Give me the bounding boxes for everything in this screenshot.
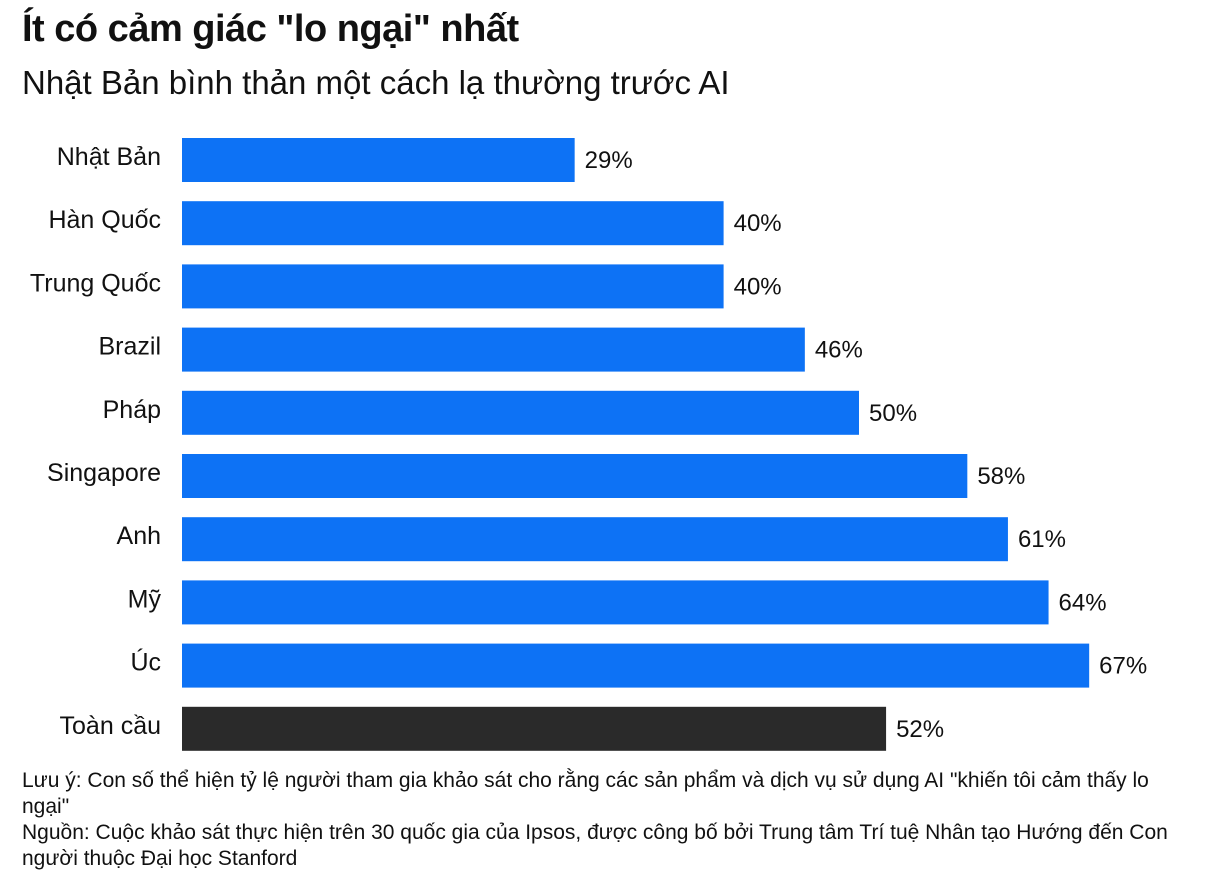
value-label: 52% (896, 716, 944, 743)
chart-note: Lưu ý: Con số thể hiện tỷ lệ người tham … (22, 769, 1149, 818)
value-label: 67% (1099, 653, 1147, 680)
category-label: Nhật Bản (57, 143, 161, 171)
category-label: Hàn Quốc (48, 206, 161, 234)
bar-1 (182, 201, 724, 246)
bar-5 (182, 454, 968, 498)
bar-7 (182, 580, 1049, 625)
bar-3 (182, 327, 805, 372)
category-label: Úc (130, 648, 161, 677)
bar-6 (182, 517, 1008, 562)
chart-title: Ít có cảm giác "lo ngại" nhất (22, 8, 519, 50)
bar-9 (182, 706, 887, 751)
chart-subtitle: Nhật Bản bình thản một cách lạ thường tr… (22, 64, 730, 101)
category-label: Trung Quốc (30, 269, 161, 297)
value-label: 64% (1059, 589, 1107, 616)
bar-chart: Nhật Bản 29% Hàn Quốc 40% Trung Quốc 40% Brazi… (30, 138, 1147, 751)
category-label: Toàn cầu (60, 712, 161, 740)
bar-4 (182, 390, 859, 435)
category-label: Pháp (103, 396, 161, 424)
value-label: 40% (734, 210, 782, 237)
value-label: 58% (977, 463, 1025, 490)
value-label: 50% (869, 400, 917, 427)
value-label: 46% (815, 337, 863, 364)
bar-8 (182, 643, 1090, 688)
category-label: Anh (117, 522, 161, 550)
bar-2 (182, 264, 724, 309)
chart-source: Nguồn: Cuộc khảo sát thực hiện trên 30 q… (22, 821, 1168, 870)
value-label: 29% (585, 147, 633, 174)
value-label: 40% (734, 273, 782, 300)
category-label: Mỹ (128, 585, 162, 613)
value-label: 61% (1018, 526, 1066, 553)
chart-notes: Lưu ý: Con số thể hiện tỷ lệ người tham … (22, 768, 1192, 872)
category-label: Brazil (98, 333, 161, 361)
bar-0 (182, 138, 575, 182)
category-label: Singapore (47, 459, 161, 487)
